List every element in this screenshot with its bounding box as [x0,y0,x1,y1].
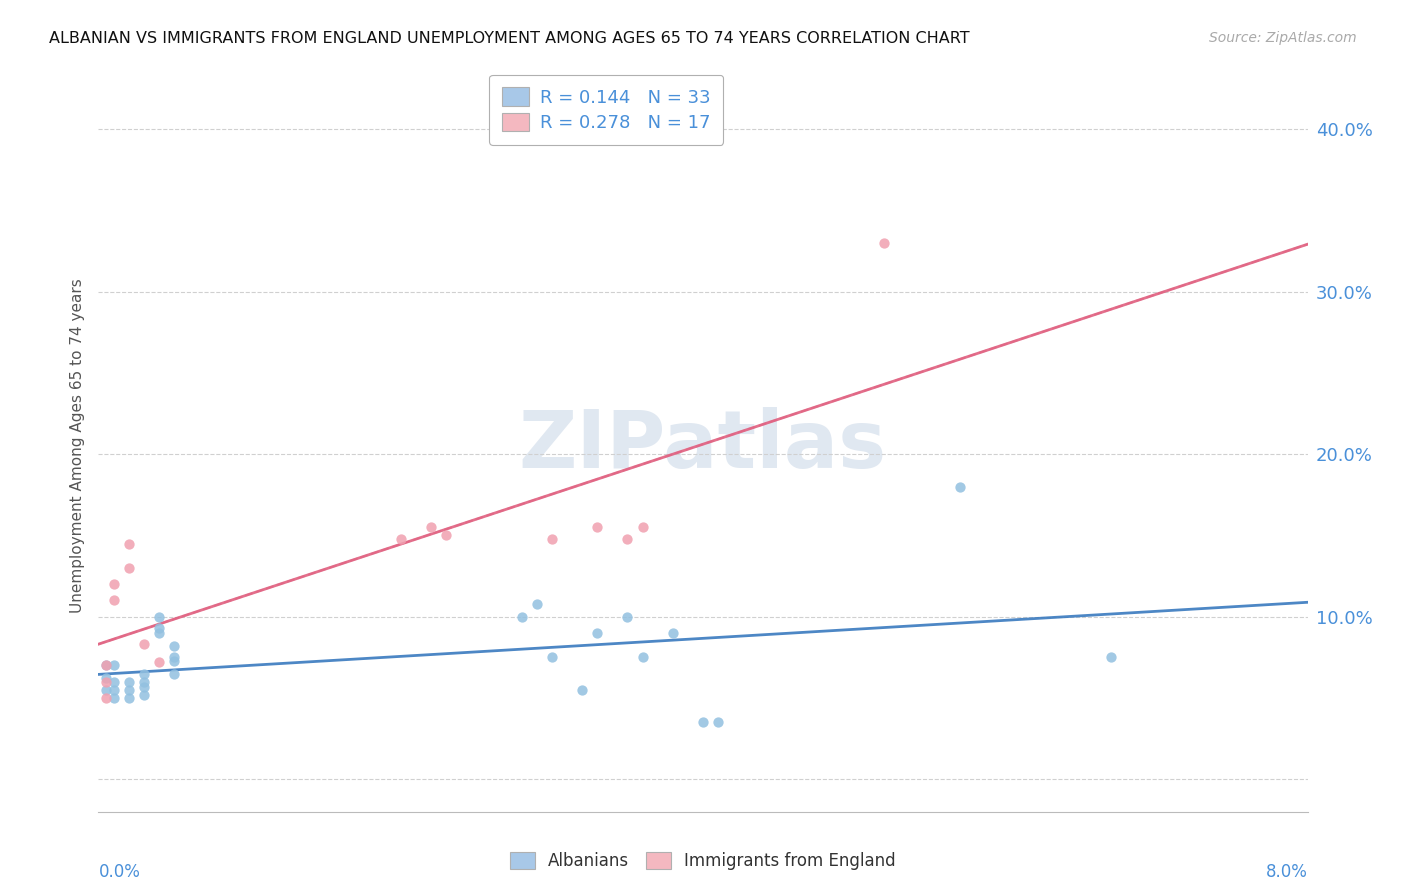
Point [103,658,125,673]
Point [616,532,638,546]
Point [434,528,457,542]
Point [631,520,654,534]
Point [148,621,170,635]
Point [94,658,117,673]
Point [118,674,141,689]
Text: 0.0%: 0.0% [98,863,141,881]
Point [132,680,155,694]
Point [132,637,155,651]
Point [103,577,125,591]
Text: 8.0%: 8.0% [1265,863,1308,881]
Point [132,666,155,681]
Text: ZIPatlas: ZIPatlas [519,407,887,485]
Point [118,682,141,697]
Point [163,650,186,665]
Point [571,682,593,697]
Point [163,666,186,681]
Point [103,690,125,705]
Point [692,715,714,730]
Point [94,674,117,689]
Point [586,520,609,534]
Point [103,674,125,689]
Point [118,536,141,550]
Point [873,235,896,250]
Point [148,609,170,624]
Y-axis label: Unemployment Among Ages 65 to 74 years: Unemployment Among Ages 65 to 74 years [69,278,84,614]
Point [540,650,562,665]
Point [616,609,638,624]
Point [118,690,141,705]
Point [103,682,125,697]
Point [163,654,186,668]
Point [707,715,730,730]
Point [94,682,117,697]
Legend: Albanians, Immigrants from England: Albanians, Immigrants from England [503,845,903,877]
Point [631,650,654,665]
Point [132,674,155,689]
Point [661,626,683,640]
Point [103,593,125,607]
Point [586,626,609,640]
Point [510,609,533,624]
Point [1099,650,1122,665]
Point [148,626,170,640]
Point [540,532,562,546]
Point [526,597,548,611]
Point [148,655,170,669]
Text: ALBANIAN VS IMMIGRANTS FROM ENGLAND UNEMPLOYMENT AMONG AGES 65 TO 74 YEARS CORRE: ALBANIAN VS IMMIGRANTS FROM ENGLAND UNEM… [49,31,970,46]
Point [949,480,972,494]
Point [94,658,117,673]
Point [163,639,186,653]
Point [132,688,155,702]
Point [94,672,117,686]
Point [118,561,141,575]
Point [389,532,412,546]
Point [94,690,117,705]
Point [420,520,443,534]
Text: Source: ZipAtlas.com: Source: ZipAtlas.com [1209,31,1357,45]
